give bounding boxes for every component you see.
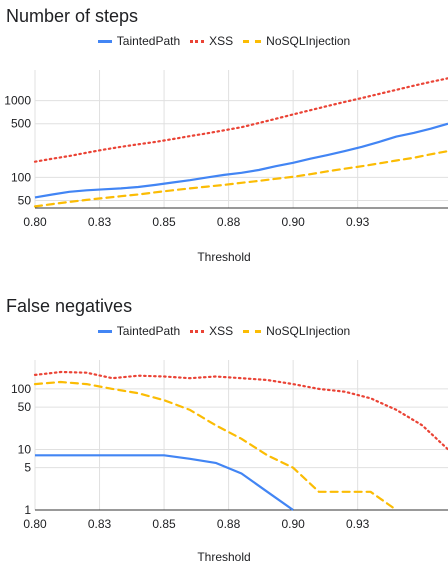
x-tick-label: 0.83 <box>88 517 112 531</box>
y-tick-label: 5 <box>24 461 31 475</box>
chart-title: Number of steps <box>6 6 139 26</box>
legend-item-taintedpath[interactable]: TaintedPath <box>97 324 181 338</box>
y-tick-label: 100 <box>11 382 31 396</box>
chart-title: False negatives <box>6 296 133 316</box>
y-tick-label: 1000 <box>4 94 31 108</box>
steps-chart: Number of steps TaintedPath XSS NoSQLInj… <box>0 0 448 280</box>
series-line-taintedpath <box>34 122 448 199</box>
y-tick-label: 500 <box>11 117 31 131</box>
series-line-taintedpath <box>35 454 294 511</box>
legend-label: TaintedPath <box>116 34 181 48</box>
legend-swatch-dashed <box>243 39 262 43</box>
legend-swatch-dotted <box>190 329 205 333</box>
x-axis-label: Threshold <box>197 250 251 264</box>
series-line-xss <box>33 77 448 163</box>
legend-label: NoSQLInjection <box>266 324 351 338</box>
x-tick-label: 0.80 <box>23 215 47 229</box>
y-tick-label: 1 <box>24 503 31 517</box>
legend-swatch-dashed <box>243 329 262 333</box>
x-tick-label: 0.85 <box>152 215 176 229</box>
series-line-xss <box>33 370 448 451</box>
plot-area: 0.80 0.83 0.85 0.88 0.90 0.93 1 5 10 50 100 <box>11 360 448 531</box>
legend-item-xss[interactable]: XSS <box>190 34 233 48</box>
chart-legend: TaintedPath XSS NoSQLInjection <box>0 34 448 48</box>
x-tick-label: 0.93 <box>346 215 370 229</box>
legend-item-nosqlinjection[interactable]: NoSQLInjection <box>243 324 350 338</box>
legend-swatch-solid <box>97 39 112 43</box>
x-tick-label: 0.83 <box>88 215 112 229</box>
x-tick-label: 0.88 <box>217 517 241 531</box>
x-tick-label: 0.88 <box>217 215 241 229</box>
y-tick-label: 50 <box>18 194 32 208</box>
legend-label: TaintedPath <box>116 324 181 338</box>
y-tick-label: 10 <box>18 442 32 456</box>
series-line-nosqlinjection <box>33 150 448 208</box>
legend-swatch-solid <box>97 329 112 333</box>
x-tick-label: 0.93 <box>346 517 370 531</box>
x-tick-label: 0.85 <box>152 517 176 531</box>
y-tick-label: 100 <box>11 170 31 184</box>
chart-legend: TaintedPath XSS NoSQLInjection <box>0 324 448 338</box>
legend-label: XSS <box>209 324 234 338</box>
legend-item-taintedpath[interactable]: TaintedPath <box>97 34 181 48</box>
legend-swatch-dotted <box>190 39 205 43</box>
x-axis-label: Threshold <box>197 550 251 564</box>
legend-item-nosqlinjection[interactable]: NoSQLInjection <box>243 34 350 48</box>
series-line-nosqlinjection <box>33 380 398 512</box>
x-tick-label: 0.90 <box>281 215 305 229</box>
false-negatives-chart: False negatives TaintedPath XSS NoSQLInj… <box>0 290 448 567</box>
plot-area: 0.80 0.83 0.85 0.88 0.90 0.93 50 100 500 1000 <box>4 70 448 229</box>
legend-label: XSS <box>209 34 234 48</box>
legend-item-xss[interactable]: XSS <box>190 324 233 338</box>
x-tick-label: 0.80 <box>23 517 47 531</box>
x-tick-label: 0.90 <box>281 517 305 531</box>
legend-label: NoSQLInjection <box>266 34 351 48</box>
y-tick-label: 50 <box>18 400 32 414</box>
